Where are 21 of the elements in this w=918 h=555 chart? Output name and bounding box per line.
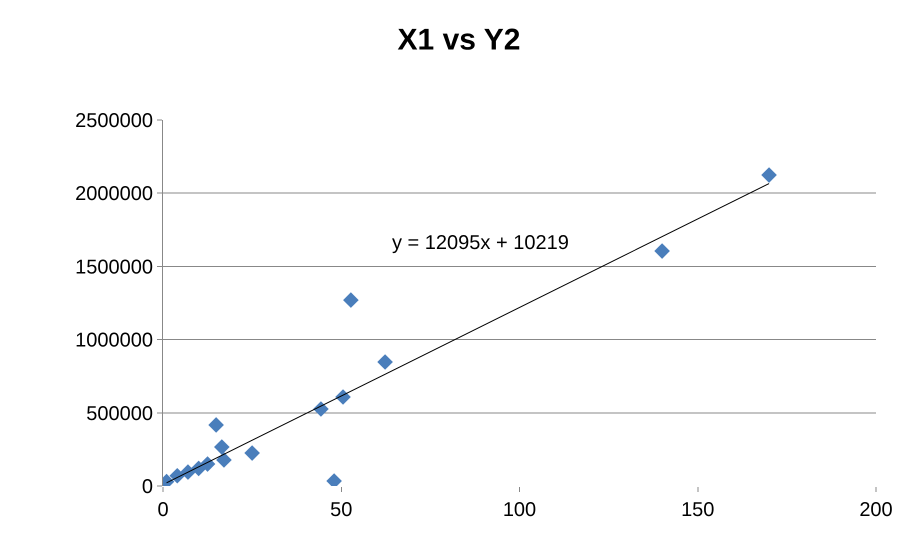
x-tick-label: 50 <box>330 499 352 521</box>
annotation: y = 12095x + 10219 <box>392 232 569 254</box>
y-tick-label: 2500000 <box>75 110 153 132</box>
point <box>214 439 230 455</box>
y-tick-label: 2000000 <box>75 183 153 206</box>
point <box>761 167 777 183</box>
y-tick-label: 500000 <box>86 402 153 425</box>
x-tick-label: 100 <box>502 499 536 521</box>
point <box>654 243 670 259</box>
x-tick-label: 150 <box>681 499 714 521</box>
y-tick-label: 1500000 <box>75 256 153 278</box>
point <box>343 292 359 308</box>
y-tick-label: 0 <box>142 476 153 498</box>
chart-title: X1 vs Y2 <box>398 23 520 56</box>
point <box>208 417 224 433</box>
y-tick-label: 1000000 <box>75 330 153 352</box>
x-tick-label: 200 <box>859 499 893 521</box>
point <box>244 445 260 461</box>
x-tick-label: 0 <box>157 499 169 521</box>
point <box>216 452 232 468</box>
point <box>377 354 393 370</box>
